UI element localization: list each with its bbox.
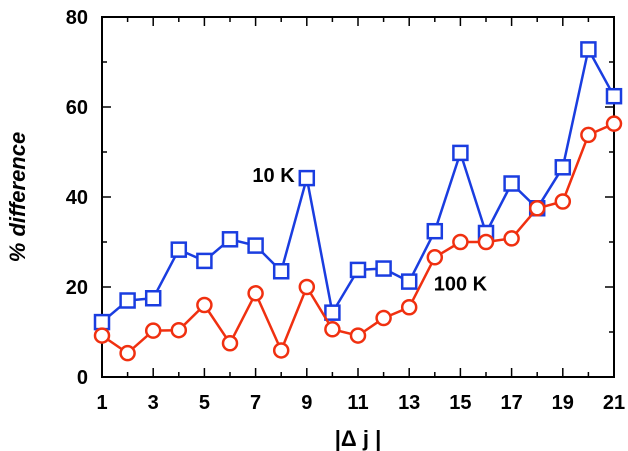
series-annotation: 100 K [434, 274, 488, 296]
data-point-100K [426, 249, 444, 266]
x-tick-label: 17 [500, 392, 522, 414]
data-point-10K [605, 87, 623, 105]
series-layer [93, 41, 623, 362]
data-point-10K [452, 144, 469, 162]
data-point-100K [324, 321, 341, 338]
data-point-10K [375, 260, 392, 277]
data-point-10K [119, 292, 136, 309]
series-100K [93, 115, 623, 362]
annotation-layer: 10 K 100 K [252, 165, 487, 295]
data-point-100K [400, 299, 418, 316]
data-point-100K [605, 115, 623, 132]
series-10K [93, 41, 623, 331]
y-tick-label: 20 [66, 277, 88, 299]
data-point-10K [298, 169, 316, 187]
x-tick-label: 5 [199, 392, 210, 414]
series-line-10K [101, 48, 616, 324]
data-point-100K [503, 230, 520, 247]
data-point-100K [170, 321, 188, 339]
x-axis-title: |Δ j | [335, 426, 381, 451]
data-point-10K [400, 273, 418, 290]
x-tick-label: 11 [347, 392, 368, 414]
data-point-100K [554, 193, 572, 210]
y-tick-label: 60 [66, 97, 88, 119]
data-point-10K [272, 263, 290, 280]
data-point-10K [196, 252, 213, 270]
data-point-10K [324, 304, 341, 321]
data-point-100K [580, 126, 597, 144]
data-point-10K [144, 290, 162, 307]
data-point-10K [93, 313, 111, 331]
x-tick-label: 3 [148, 392, 159, 414]
data-point-100K [298, 278, 316, 296]
x-tick-label: 21 [603, 392, 625, 414]
data-point-100K [93, 327, 111, 344]
x-tick-label: 13 [398, 392, 420, 414]
data-point-100K [528, 200, 546, 217]
y-tick-label: 40 [66, 187, 88, 209]
data-point-10K [426, 222, 444, 240]
x-tick-label: 1 [96, 392, 107, 414]
data-point-100K [247, 285, 264, 302]
x-tick-label: 19 [552, 392, 574, 414]
data-point-100K [375, 309, 392, 327]
data-point-10K [554, 159, 572, 176]
data-point-100K [144, 322, 162, 339]
data-point-10K [170, 241, 188, 258]
data-point-10K [221, 231, 239, 248]
y-tick-label: 0 [77, 367, 88, 389]
data-point-100K [119, 344, 136, 362]
x-tick-label: 9 [301, 392, 312, 414]
x-tick-label: 7 [250, 392, 261, 414]
series-line-100K [101, 122, 615, 355]
y-tick-label: 80 [66, 7, 88, 29]
data-point-100K [349, 327, 367, 344]
data-point-100K [452, 233, 469, 251]
data-point-100K [196, 296, 213, 314]
series-annotation: 10 K [252, 165, 295, 187]
data-point-10K [247, 237, 264, 254]
data-point-10K [580, 41, 597, 58]
data-point-10K [503, 175, 520, 192]
axis-ticks [101, 16, 615, 378]
data-point-100K [272, 342, 290, 359]
data-point-10K [349, 261, 367, 279]
x-tick-label: 15 [449, 392, 471, 414]
y-axis-title: % difference [5, 132, 30, 262]
data-point-100K [477, 233, 495, 251]
data-point-100K [221, 335, 239, 352]
